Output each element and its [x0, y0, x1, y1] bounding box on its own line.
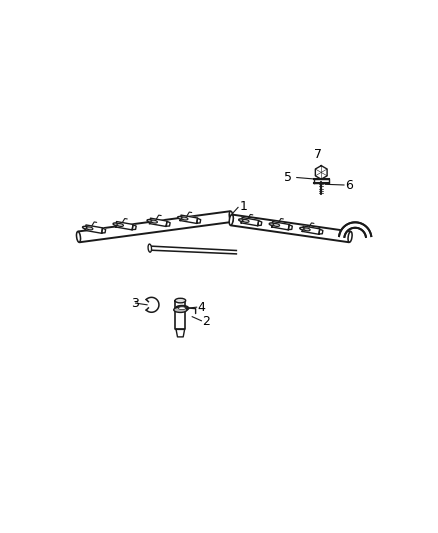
Ellipse shape	[229, 211, 233, 222]
Polygon shape	[176, 329, 185, 337]
Text: 1: 1	[240, 200, 247, 213]
Text: 3: 3	[131, 296, 139, 310]
Ellipse shape	[77, 231, 81, 243]
Ellipse shape	[113, 223, 119, 225]
Ellipse shape	[147, 220, 153, 222]
Ellipse shape	[304, 228, 310, 231]
Polygon shape	[180, 215, 198, 223]
Polygon shape	[288, 225, 292, 230]
Ellipse shape	[177, 216, 184, 219]
Text: 7: 7	[314, 148, 322, 160]
Text: 6: 6	[345, 180, 353, 192]
Ellipse shape	[151, 220, 157, 223]
Polygon shape	[315, 166, 327, 179]
Polygon shape	[314, 179, 328, 183]
Ellipse shape	[229, 215, 233, 225]
Polygon shape	[149, 218, 167, 227]
Polygon shape	[85, 225, 102, 233]
Polygon shape	[132, 225, 136, 230]
Ellipse shape	[239, 219, 245, 222]
Polygon shape	[302, 226, 320, 235]
Ellipse shape	[181, 217, 188, 220]
Text: 4: 4	[197, 301, 205, 314]
Ellipse shape	[174, 307, 187, 312]
Ellipse shape	[273, 223, 279, 227]
Ellipse shape	[148, 244, 152, 252]
Ellipse shape	[300, 228, 306, 230]
Ellipse shape	[176, 305, 188, 311]
Polygon shape	[102, 228, 106, 233]
Polygon shape	[339, 222, 371, 237]
Ellipse shape	[86, 227, 93, 230]
Polygon shape	[241, 217, 259, 226]
Polygon shape	[166, 221, 170, 226]
Ellipse shape	[269, 223, 275, 225]
Ellipse shape	[243, 220, 249, 222]
Polygon shape	[272, 222, 289, 230]
Polygon shape	[258, 221, 262, 225]
Polygon shape	[319, 229, 323, 234]
Polygon shape	[175, 301, 185, 329]
Polygon shape	[197, 219, 201, 223]
Text: 2: 2	[202, 316, 210, 328]
Ellipse shape	[82, 227, 88, 229]
Ellipse shape	[348, 231, 352, 243]
Ellipse shape	[175, 298, 186, 303]
Ellipse shape	[178, 307, 186, 310]
Ellipse shape	[117, 223, 124, 227]
Polygon shape	[116, 222, 133, 230]
Text: 5: 5	[284, 171, 293, 184]
